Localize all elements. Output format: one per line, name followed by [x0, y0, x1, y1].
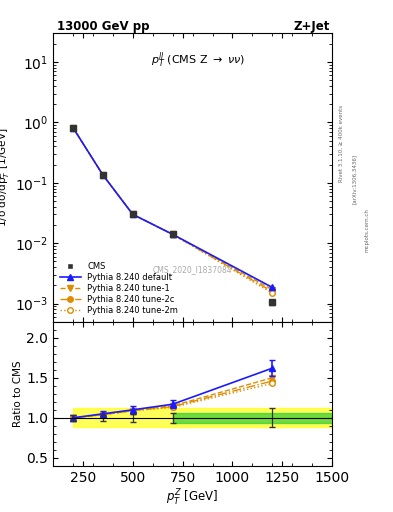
- Text: CMS_2020_I1837084: CMS_2020_I1837084: [153, 265, 232, 274]
- Text: mcplots.cern.ch: mcplots.cern.ch: [365, 208, 370, 252]
- Text: Rivet 3.1.10, ≥ 400k events: Rivet 3.1.10, ≥ 400k events: [339, 105, 344, 182]
- X-axis label: $p_T^Z$ [GeV]: $p_T^Z$ [GeV]: [166, 487, 219, 508]
- Text: Z+Jet: Z+Jet: [294, 20, 330, 33]
- Legend: CMS, Pythia 8.240 default, Pythia 8.240 tune-1, Pythia 8.240 tune-2c, Pythia 8.2: CMS, Pythia 8.240 default, Pythia 8.240 …: [57, 259, 181, 317]
- Y-axis label: Ratio to CMS: Ratio to CMS: [13, 360, 24, 427]
- Text: 13000 GeV pp: 13000 GeV pp: [57, 20, 149, 33]
- Text: $p_T^{ll}$ (CMS Z $\rightarrow$ $\nu\nu$): $p_T^{ll}$ (CMS Z $\rightarrow$ $\nu\nu$…: [151, 51, 245, 70]
- Text: [arXiv:1306.3436]: [arXiv:1306.3436]: [352, 154, 357, 204]
- Y-axis label: 1/σ dσ/dp$_T^Z$ [1/GeV]: 1/σ dσ/dp$_T^Z$ [1/GeV]: [0, 128, 12, 227]
